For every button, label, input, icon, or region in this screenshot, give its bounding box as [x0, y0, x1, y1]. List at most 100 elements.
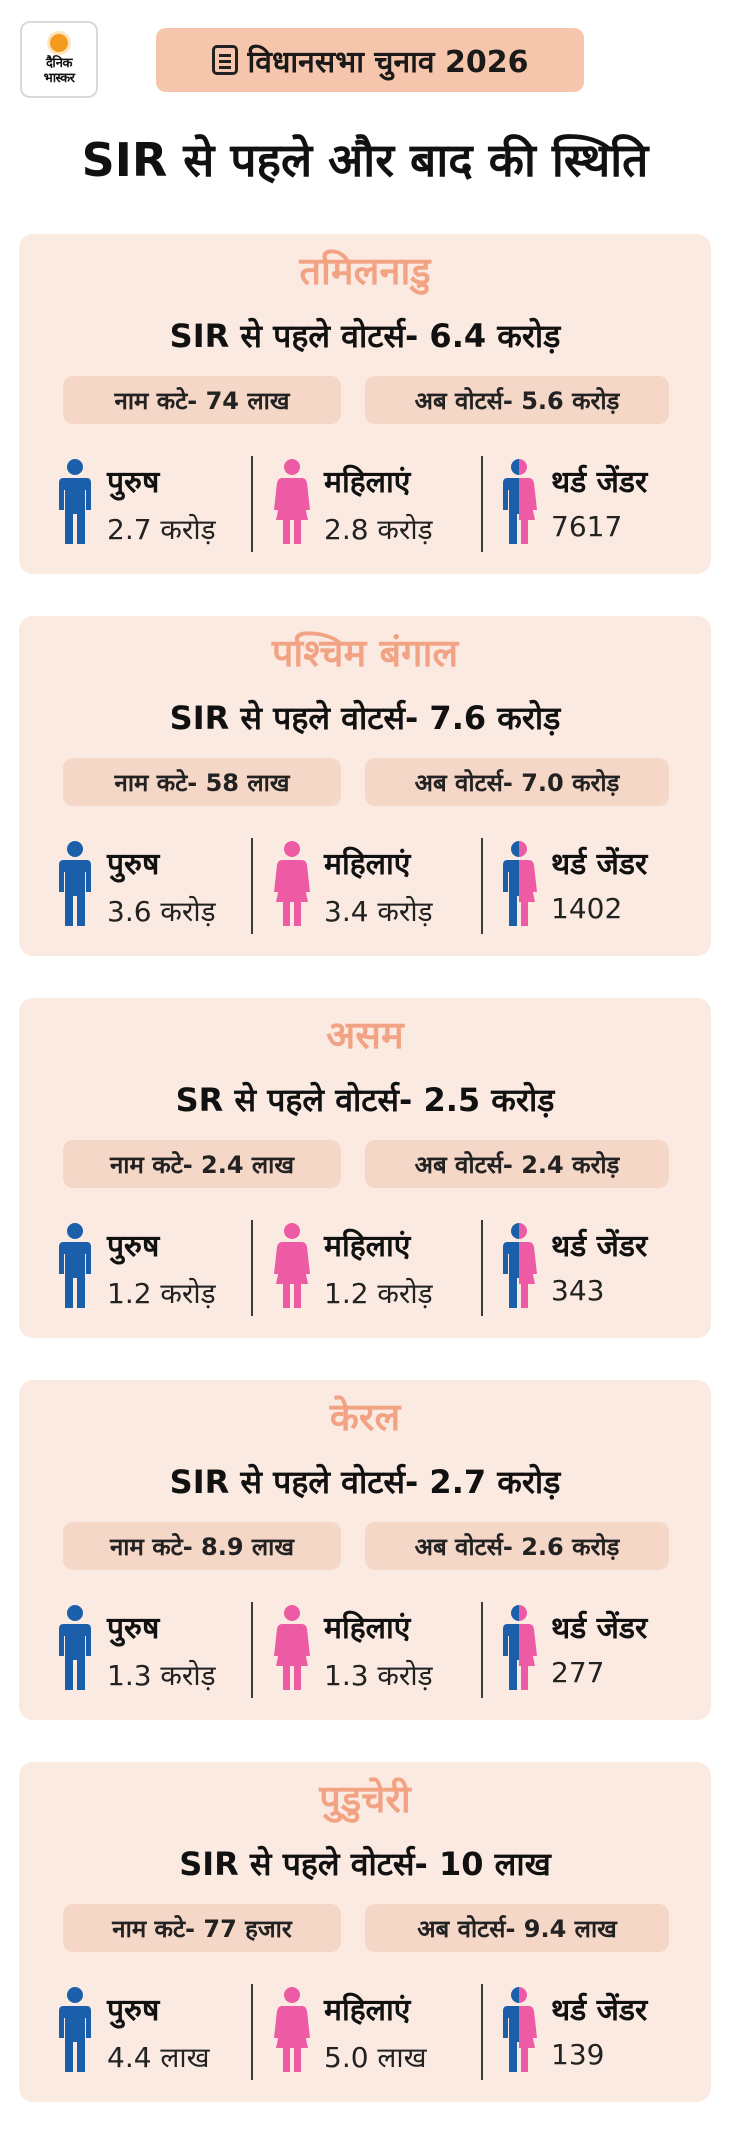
female-stat: महिलाएं 3.4 करोड़: [272, 838, 472, 938]
dainik-bhaskar-logo: दैनिक भास्कर: [20, 21, 98, 98]
male-icon: [59, 1987, 91, 2072]
male-label: पुरुष: [107, 847, 160, 882]
divider: [251, 1602, 253, 1698]
current-voters-pill: अब वोटर्स- 5.6 करोड़: [365, 376, 669, 424]
state-card: असम SR से पहले वोटर्स- 2.5 करोड़ नाम कटे…: [19, 998, 711, 1338]
male-icon: [59, 459, 91, 544]
third-gender-label: थर्ड जेंडर: [551, 1229, 648, 1264]
voters-before: SR से पहले वोटर्स- 2.5 करोड़: [175, 1081, 555, 1119]
third-gender-stat: थर्ड जेंडर 139: [499, 1984, 699, 2084]
third-gender-icon: [503, 841, 537, 926]
current-voters-pill: अब वोटर्स- 2.6 करोड़: [365, 1522, 669, 1570]
third-gender-icon: [503, 1987, 537, 2072]
state-name: तमिलनाडु: [299, 249, 431, 293]
logo-line-1: दैनिक: [46, 55, 72, 71]
badge-text: विधानसभा चुनाव 2026: [247, 44, 529, 80]
third-gender-icon: [503, 1223, 537, 1308]
male-label: पुरुष: [107, 1993, 160, 2028]
state-name: पुडुचेरी: [319, 1777, 411, 1821]
state-name: असम: [326, 1013, 404, 1057]
female-stat: महिलाएं 2.8 करोड़: [272, 456, 472, 556]
divider: [251, 456, 253, 552]
male-stat: पुरुष 4.4 लाख: [55, 1984, 255, 2084]
female-stat: महिलाएं 1.2 करोड़: [272, 1220, 472, 1320]
voters-before: SIR से पहले वोटर्स- 6.4 करोड़: [169, 317, 561, 355]
female-icon: [274, 1223, 310, 1308]
male-stat: पुरुष 2.7 करोड़: [55, 456, 255, 556]
female-icon: [274, 841, 310, 926]
divider: [481, 1602, 483, 1698]
male-value: 4.4 लाख: [107, 2041, 210, 2074]
male-label: पुरुष: [107, 465, 160, 500]
divider: [251, 1220, 253, 1316]
third-gender-icon: [503, 1605, 537, 1690]
female-label: महिलाएं: [324, 465, 411, 500]
voters-before: SIR से पहले वोटर्स- 7.6 करोड़: [169, 699, 561, 737]
male-icon: [59, 1223, 91, 1308]
state-card: पश्चिम बंगाल SIR से पहले वोटर्स- 7.6 करो…: [19, 616, 711, 956]
third-gender-value: 7617: [551, 510, 623, 543]
third-gender-value: 1402: [551, 892, 623, 925]
male-label: पुरुष: [107, 1229, 160, 1264]
state-card: पुडुचेरी SIR से पहले वोटर्स- 10 लाख नाम …: [19, 1762, 711, 2102]
female-label: महिलाएं: [324, 1611, 411, 1646]
state-card: तमिलनाडु SIR से पहले वोटर्स- 6.4 करोड़ न…: [19, 234, 711, 574]
voters-before: SIR से पहले वोटर्स- 2.7 करोड़: [169, 1463, 561, 1501]
header: दैनिक भास्कर विधानसभा चुनाव 2026: [0, 0, 730, 110]
current-voters-pill: अब वोटर्स- 9.4 लाख: [365, 1904, 669, 1952]
female-label: महिलाएं: [324, 847, 411, 882]
male-stat: पुरुष 1.3 करोड़: [55, 1602, 255, 1702]
male-icon: [59, 841, 91, 926]
female-label: महिलाएं: [324, 1229, 411, 1264]
voters-before: SIR से पहले वोटर्स- 10 लाख: [179, 1845, 551, 1883]
female-value: 5.0 लाख: [324, 2041, 427, 2074]
names-removed-pill: नाम कटे- 74 लाख: [63, 376, 341, 424]
current-voters-pill: अब वोटर्स- 7.0 करोड़: [365, 758, 669, 806]
divider: [251, 838, 253, 934]
state-card: केरल SIR से पहले वोटर्स- 2.7 करोड़ नाम क…: [19, 1380, 711, 1720]
sun-icon: [50, 33, 68, 52]
female-label: महिलाएं: [324, 1993, 411, 2028]
third-gender-stat: थर्ड जेंडर 7617: [499, 456, 699, 556]
page-title: SIR से पहले और बाद की स्थिति: [81, 133, 649, 187]
male-stat: पुरुष 1.2 करोड़: [55, 1220, 255, 1320]
female-value: 1.3 करोड़: [324, 1659, 433, 1692]
document-list-icon: [211, 45, 238, 75]
female-value: 3.4 करोड़: [324, 895, 433, 928]
male-value: 3.6 करोड़: [107, 895, 216, 928]
female-icon: [274, 1605, 310, 1690]
third-gender-value: 139: [551, 2038, 605, 2071]
third-gender-value: 343: [551, 1274, 605, 1307]
names-removed-pill: नाम कटे- 2.4 लाख: [63, 1140, 341, 1188]
female-icon: [274, 1987, 310, 2072]
current-voters-pill: अब वोटर्स- 2.4 करोड़: [365, 1140, 669, 1188]
third-gender-icon: [503, 459, 537, 544]
divider: [481, 456, 483, 552]
male-value: 1.2 करोड़: [107, 1277, 216, 1310]
female-stat: महिलाएं 5.0 लाख: [272, 1984, 472, 2084]
divider: [251, 1984, 253, 2080]
male-value: 2.7 करोड़: [107, 513, 216, 546]
divider: [481, 1984, 483, 2080]
state-name: केरल: [329, 1395, 401, 1439]
divider: [481, 838, 483, 934]
male-value: 1.3 करोड़: [107, 1659, 216, 1692]
female-value: 2.8 करोड़: [324, 513, 433, 546]
third-gender-label: थर्ड जेंडर: [551, 847, 648, 882]
third-gender-stat: थर्ड जेंडर 343: [499, 1220, 699, 1320]
third-gender-stat: थर्ड जेंडर 1402: [499, 838, 699, 938]
male-stat: पुरुष 3.6 करोड़: [55, 838, 255, 938]
state-name: पश्चिम बंगाल: [271, 631, 459, 675]
names-removed-pill: नाम कटे- 58 लाख: [63, 758, 341, 806]
male-icon: [59, 1605, 91, 1690]
logo-line-2: भास्कर: [43, 70, 75, 86]
election-badge: विधानसभा चुनाव 2026: [156, 28, 584, 92]
divider: [481, 1220, 483, 1316]
third-gender-label: थर्ड जेंडर: [551, 465, 648, 500]
third-gender-value: 277: [551, 1656, 605, 1689]
names-removed-pill: नाम कटे- 8.9 लाख: [63, 1522, 341, 1570]
female-icon: [274, 459, 310, 544]
third-gender-label: थर्ड जेंडर: [551, 1993, 648, 2028]
female-stat: महिलाएं 1.3 करोड़: [272, 1602, 472, 1702]
third-gender-stat: थर्ड जेंडर 277: [499, 1602, 699, 1702]
